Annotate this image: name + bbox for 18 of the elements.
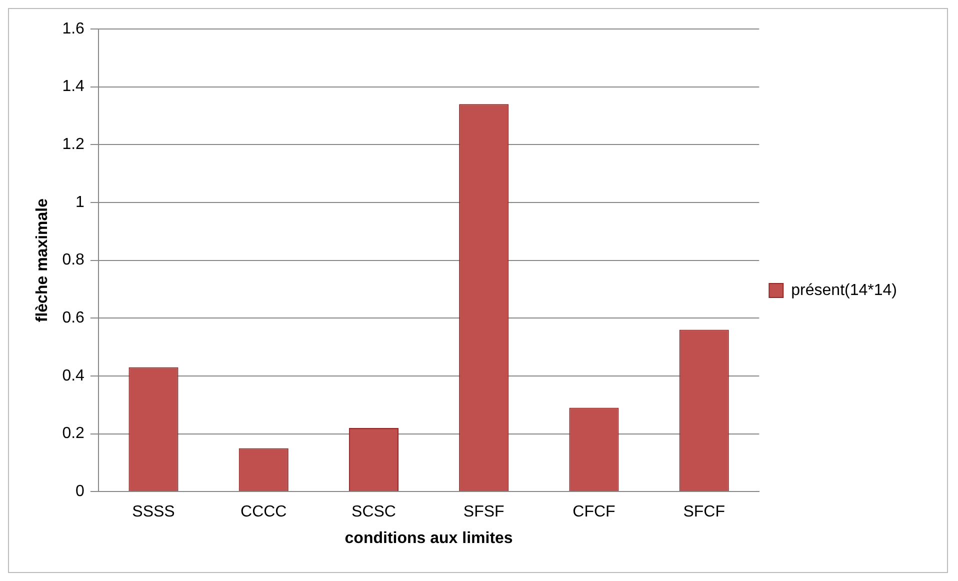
x-tick-label: SSSS <box>132 504 175 521</box>
y-tick-label: 0 <box>76 483 85 500</box>
legend-label: présent(14*14) <box>791 282 897 299</box>
y-tick-label: 1.4 <box>62 78 85 96</box>
y-tick-label: 1.6 <box>62 20 85 38</box>
x-tick-label: CFCF <box>572 504 616 521</box>
y-tick-label: 0.8 <box>62 252 85 269</box>
y-tick-label: 0.2 <box>62 425 85 442</box>
y-tick-label: 1.2 <box>62 136 85 154</box>
x-tick-label: SFCF <box>683 504 726 521</box>
x-tick-label: CCCC <box>240 504 287 521</box>
x-tick-label: SFSF <box>463 504 505 521</box>
y-tick-label: 1 <box>76 194 85 211</box>
y-axis-title: flèche maximale <box>34 198 52 322</box>
y-tick-label: 0.4 <box>62 367 85 384</box>
x-tick-label: SCSC <box>352 504 396 521</box>
x-axis-title: conditions aux limites <box>344 530 513 547</box>
y-tick-label: 0.6 <box>62 310 85 327</box>
